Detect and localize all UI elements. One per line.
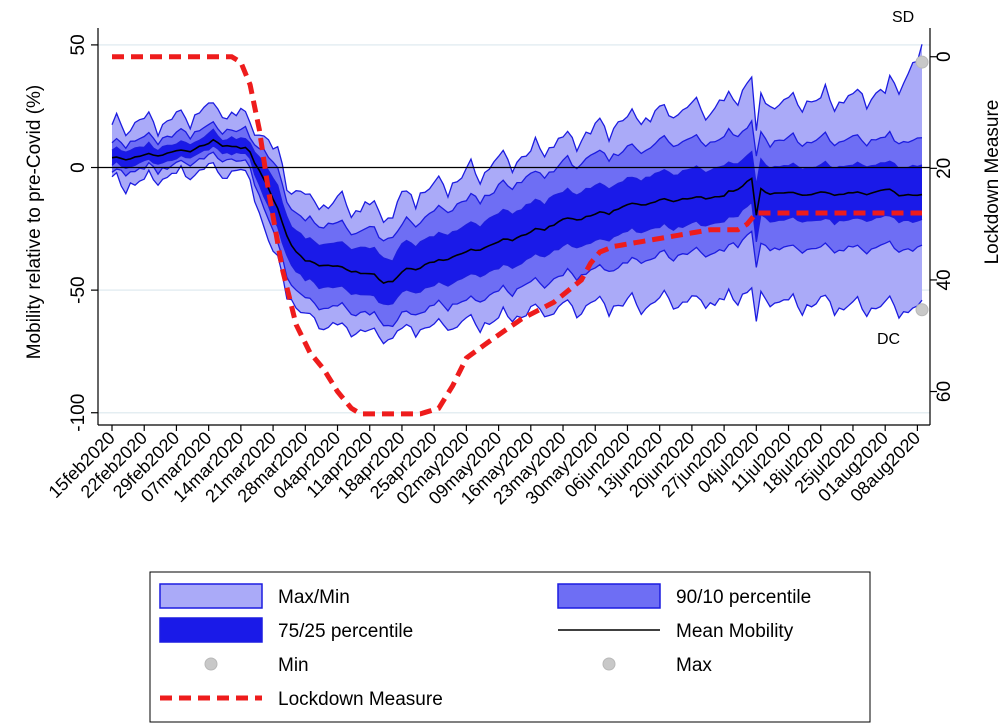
p7525-band — [112, 129, 922, 305]
min-point — [915, 303, 929, 317]
legend-label-mean: Mean Mobility — [676, 621, 794, 642]
annotation-dc: DC — [877, 331, 900, 348]
lockdown-measure-line — [112, 54, 922, 417]
band-layer — [111, 44, 923, 345]
legend-swatch-p7525 — [159, 617, 263, 643]
legend-label-max: Max — [676, 655, 712, 676]
p7525-upper-edge — [111, 128, 923, 262]
legend-box — [149, 571, 871, 723]
y2-tick-label: 20 — [934, 158, 955, 179]
legend-label-p7525: 75/25 percentile — [278, 621, 413, 642]
p9010-lower-edge — [111, 151, 923, 328]
legend-swatch-maxmin — [159, 583, 263, 609]
maxmin-lower-edge — [111, 161, 923, 345]
legend-label-p9010: 90/10 percentile — [676, 587, 811, 608]
y2-tick-label: 0 — [934, 51, 955, 62]
legend-label-min: Min — [278, 655, 309, 676]
y2-axis-title: Lockdown Measure — [982, 100, 1003, 265]
annotation-sd: SD — [892, 9, 914, 26]
legend-swatch-max — [602, 657, 616, 671]
y-axis-title: Mobility relative to pre-Covid (%) — [24, 85, 45, 360]
y-tick-label: -50 — [68, 276, 89, 303]
axes-layer: SD DC 50 0 -50 -100 0 20 40 60 Mobility relative t… — [24, 9, 1003, 508]
legend: Max/Min 90/10 percentile 75/25 percentile M… — [149, 571, 871, 723]
legend-label-lockdown: Lockdown Measure — [278, 689, 443, 710]
maxmin-upper-edge — [111, 44, 923, 224]
legend-swatch-min — [204, 657, 218, 671]
y-tick-label: 50 — [68, 34, 89, 55]
p9010-upper-edge — [111, 119, 923, 242]
legend-label-maxmin: Max/Min — [278, 587, 350, 608]
y2-tick-label: 60 — [934, 381, 955, 402]
y-tick-label: -100 — [68, 394, 89, 432]
mean-mobility-line — [111, 138, 923, 284]
y2-tick-label: 40 — [934, 269, 955, 290]
y-tick-label: 0 — [68, 162, 89, 173]
legend-swatch-p9010 — [557, 583, 661, 609]
line-layer — [98, 54, 930, 417]
p7525-lower-edge — [111, 144, 923, 306]
max-point — [915, 55, 929, 69]
